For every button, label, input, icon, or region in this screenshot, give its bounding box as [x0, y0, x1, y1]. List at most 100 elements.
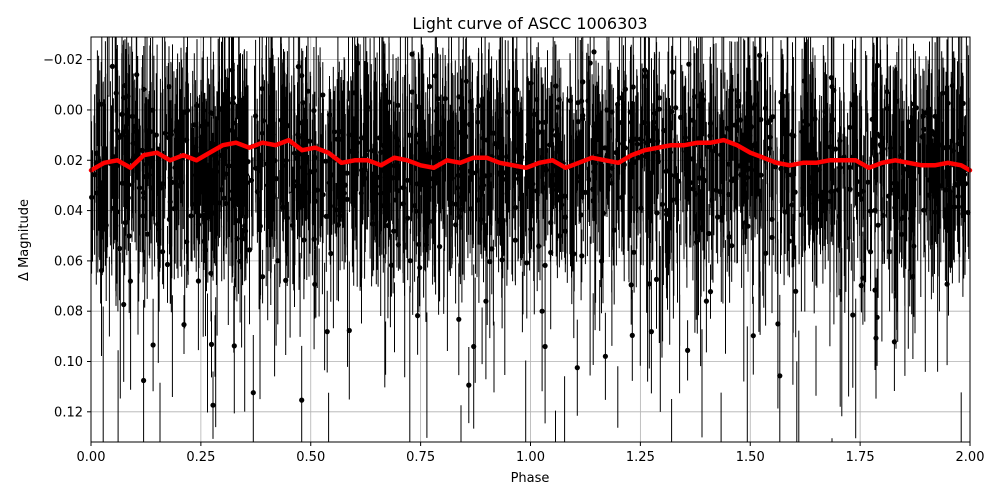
data-point: [726, 234, 732, 240]
data-point: [830, 117, 836, 123]
x-axis-label: Phase: [511, 471, 550, 486]
data-point: [307, 138, 313, 144]
data-point: [780, 131, 786, 137]
data-point: [280, 126, 286, 133]
data-point: [926, 106, 932, 112]
data-point: [955, 182, 961, 188]
error-bars: [90, 37, 970, 442]
data-point: [382, 137, 388, 143]
data-point: [956, 141, 962, 147]
data-point: [692, 190, 698, 196]
data-point: [536, 243, 542, 249]
data-point: [239, 167, 245, 174]
data-point: [860, 275, 866, 281]
data-point: [519, 154, 525, 160]
data-point: [673, 105, 679, 111]
data-point: [602, 353, 609, 359]
data-point: [280, 163, 286, 169]
data-point: [344, 170, 350, 176]
data-point: [133, 128, 139, 135]
data-point: [743, 219, 749, 225]
x-tick-label: 0.00: [77, 450, 106, 465]
data-point: [435, 96, 441, 102]
data-point: [184, 239, 190, 245]
data-point: [513, 110, 519, 117]
data-point: [606, 173, 612, 179]
data-point: [758, 117, 764, 123]
data-point: [831, 87, 837, 93]
data-point: [248, 177, 255, 183]
data-point: [320, 192, 326, 198]
data-point: [195, 221, 201, 228]
data-point: [932, 132, 938, 138]
x-tick-label: 1.25: [626, 450, 655, 465]
data-point: [364, 108, 370, 114]
data-point: [744, 167, 750, 173]
data-point: [893, 180, 900, 186]
data-point: [789, 202, 795, 208]
data-point: [301, 186, 307, 192]
data-point: [576, 174, 582, 180]
data-point: [119, 111, 125, 117]
data-point: [164, 261, 171, 268]
data-point: [284, 215, 290, 221]
data-point: [391, 228, 397, 234]
data-point: [226, 163, 232, 169]
data-point: [275, 258, 281, 264]
data-point: [201, 238, 207, 244]
data-point: [395, 188, 401, 194]
data-point: [919, 134, 925, 140]
data-point: [945, 144, 952, 150]
data-point: [904, 166, 910, 172]
data-point: [191, 122, 197, 128]
data-point: [92, 172, 98, 178]
data-point: [336, 129, 343, 135]
data-point: [420, 175, 426, 181]
data-point: [141, 86, 147, 92]
data-point: [512, 204, 519, 211]
data-point: [386, 181, 392, 187]
data-point: [144, 231, 150, 237]
data-point: [630, 84, 636, 90]
data-point: [574, 365, 580, 371]
data-point: [150, 107, 156, 113]
error-bar-points: [89, 37, 971, 442]
data-point: [231, 343, 237, 349]
data-point: [810, 167, 816, 173]
data-point: [899, 145, 905, 151]
data-point: [194, 103, 200, 109]
data-point: [656, 95, 662, 101]
data-point: [827, 144, 834, 150]
data-point: [393, 197, 399, 203]
data-point: [257, 223, 263, 229]
data-point: [417, 265, 423, 271]
data-point: [869, 116, 875, 122]
data-point: [456, 316, 462, 322]
data-point: [459, 194, 465, 200]
data-point: [167, 175, 173, 181]
data-point: [323, 158, 329, 164]
data-point: [702, 177, 708, 184]
data-point: [172, 165, 178, 171]
data-point: [183, 109, 189, 115]
data-point: [156, 226, 162, 232]
data-point: [449, 175, 455, 181]
data-point: [353, 117, 359, 123]
data-point: [179, 179, 185, 185]
data-point: [619, 194, 625, 200]
data-point: [125, 93, 131, 99]
data-point: [230, 95, 237, 101]
data-point: [829, 128, 835, 134]
data-point: [103, 222, 109, 228]
data-point: [124, 111, 130, 117]
data-point: [184, 137, 190, 143]
data-point: [94, 190, 100, 196]
data-point: [259, 86, 265, 92]
data-point: [148, 185, 154, 191]
data-point: [381, 190, 387, 196]
data-point: [500, 218, 506, 224]
data-point: [622, 145, 628, 151]
data-point: [305, 88, 311, 94]
data-point: [242, 236, 248, 242]
data-point: [927, 139, 933, 145]
